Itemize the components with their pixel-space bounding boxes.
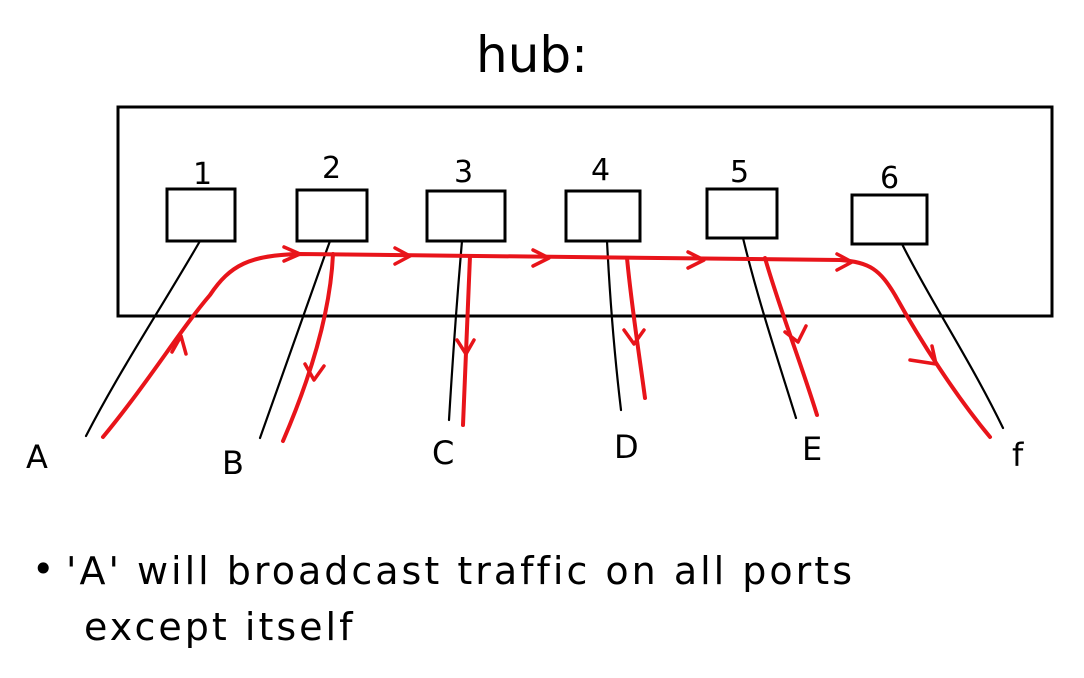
- diagram-title: hub:: [476, 26, 588, 84]
- arrow-down-icon: [622, 328, 646, 346]
- arrow-right-icon: [835, 252, 854, 272]
- arrow-down-icon: [455, 338, 476, 356]
- note-line-1: 'A' will broadcast traffic on all ports: [66, 549, 855, 593]
- broadcast-traffic: [101, 252, 992, 443]
- note: • 'A' will broadcast traffic on all port…: [32, 547, 855, 649]
- port-label: 1: [193, 157, 212, 192]
- cable-f: [900, 242, 1005, 430]
- port-3: [425, 189, 507, 243]
- arrow-right-icon: [282, 245, 302, 263]
- traffic-to-b: [281, 252, 335, 443]
- device-labels: A B C D E f: [26, 428, 1024, 482]
- port-label: 5: [730, 155, 749, 190]
- arrow-down-icon: [908, 344, 938, 366]
- cable-d: [605, 239, 623, 412]
- cables: [84, 236, 1005, 440]
- device-label-b: B: [222, 444, 244, 482]
- port-1: [165, 187, 237, 243]
- traffic-arrows: [170, 245, 938, 382]
- hub-box: [116, 105, 1054, 318]
- arrow-right-icon: [686, 250, 706, 270]
- device-label-c: C: [432, 434, 454, 472]
- note-bullet: •: [32, 547, 57, 591]
- arrow-right-icon: [531, 248, 551, 268]
- device-label-a: A: [26, 438, 48, 476]
- port-2: [295, 188, 369, 243]
- arrow-right-icon: [393, 246, 412, 266]
- arrow-down-icon: [783, 324, 808, 344]
- traffic-from-a: [101, 252, 992, 439]
- traffic-to-c: [461, 254, 472, 427]
- port-label: 3: [454, 155, 473, 190]
- port-label: 2: [322, 151, 341, 186]
- device-label-f: f: [1012, 436, 1024, 474]
- device-label-d: D: [614, 428, 639, 466]
- port-label: 4: [591, 153, 610, 188]
- cable-c: [447, 239, 464, 422]
- port-5: [705, 187, 779, 240]
- traffic-to-d: [625, 256, 647, 400]
- hub-ports: [165, 187, 929, 246]
- device-label-e: E: [802, 430, 822, 468]
- arrow-down-icon: [303, 362, 326, 382]
- arrow-up-icon: [170, 334, 188, 356]
- port-labels: 1 2 3 4 5 6: [193, 151, 899, 196]
- port-6: [850, 193, 929, 246]
- cable-a: [84, 239, 202, 438]
- port-4: [564, 189, 642, 243]
- port-label: 6: [880, 161, 899, 196]
- note-line-2: except itself: [84, 605, 355, 649]
- cable-b: [258, 239, 332, 440]
